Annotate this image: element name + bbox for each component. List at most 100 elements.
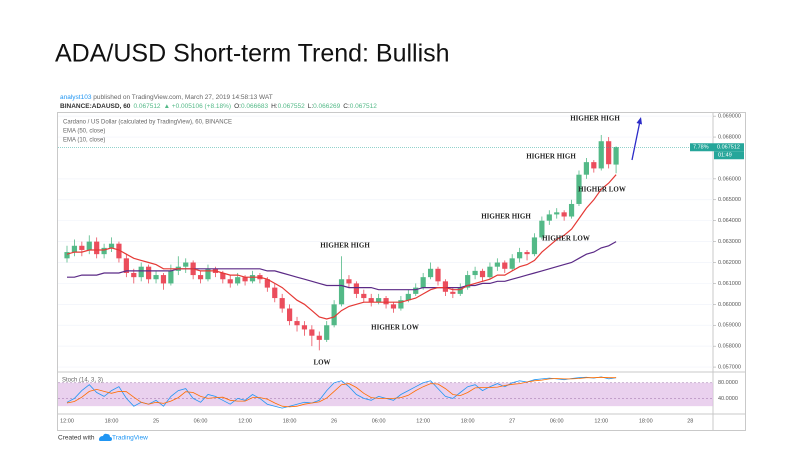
- candle-body: [420, 277, 426, 288]
- symbol: BINANCE:ADAUSD, 60: [60, 103, 131, 110]
- candle-body: [361, 293, 367, 299]
- candle-body: [220, 272, 226, 280]
- candle-body: [160, 275, 167, 284]
- legend-entry: EMA (10, close): [63, 138, 105, 144]
- x-tick-label: 26: [331, 418, 337, 424]
- x-tick-label: 06:00: [550, 418, 564, 424]
- footer-text: Created with: [58, 435, 95, 442]
- candle-body: [494, 262, 500, 267]
- candle-body: [442, 281, 449, 292]
- footer-brand: TradingView: [112, 435, 148, 442]
- candle-body: [427, 268, 434, 278]
- y-tick-label: 0.064000: [718, 218, 741, 224]
- y-tick-label: 0.062000: [718, 260, 741, 266]
- candle-body: [353, 283, 359, 294]
- annotation: HIGHER HIGH: [481, 213, 531, 221]
- stoch-tick-label: 80.0000: [718, 380, 738, 386]
- candle-body: [591, 162, 597, 169]
- candle-body: [554, 212, 560, 215]
- candle-body: [138, 266, 144, 278]
- candle-body: [479, 270, 486, 278]
- ohlc-value: 0.067512: [350, 103, 377, 110]
- candle-body: [398, 300, 404, 309]
- ohlc-value: 0.067552: [278, 103, 305, 110]
- stoch-band: [58, 382, 713, 407]
- x-tick-label: 12:00: [594, 418, 608, 424]
- ohlc-label: L:: [308, 103, 314, 110]
- symbol-change: ▲ +0.005106 (+8.18%): [164, 103, 232, 110]
- candle-body: [561, 212, 567, 217]
- tradingview-logo: [99, 433, 112, 441]
- logo-icon: [99, 433, 112, 441]
- countdown-badge: [714, 151, 744, 160]
- candle-body: [613, 147, 619, 165]
- candle-body: [71, 245, 78, 253]
- candle-body: [168, 270, 174, 284]
- candle-body: [205, 268, 211, 280]
- candle-body: [331, 304, 337, 326]
- ohlc-label: C:: [343, 103, 350, 110]
- candle-body: [383, 298, 389, 305]
- candle-body: [606, 141, 612, 165]
- trend-arrow-head: [636, 117, 642, 125]
- candle-body: [487, 266, 493, 278]
- panel-frame: [57, 112, 746, 431]
- annotation: HIGHER LOW: [371, 324, 419, 332]
- candle-body: [502, 262, 508, 269]
- candle-body: [346, 279, 352, 284]
- candle-body: [324, 325, 330, 340]
- y-tick-label: 0.063000: [718, 239, 741, 245]
- x-tick-label: 28: [687, 418, 693, 424]
- candle-body: [435, 268, 441, 282]
- candle-body: [531, 237, 538, 255]
- x-tick-label: 06:00: [372, 418, 386, 424]
- annotation: HIGHER LOW: [578, 186, 626, 194]
- ema-line: [67, 241, 617, 291]
- ohlc-value: 0.066269: [313, 103, 340, 110]
- x-tick-label: 18:00: [283, 418, 297, 424]
- candle-body: [64, 252, 70, 259]
- countdown: 01:49: [718, 153, 732, 159]
- candle-body: [101, 247, 107, 255]
- candle-body: [131, 272, 137, 278]
- trend-arrow: [631, 120, 641, 161]
- candle-body: [413, 287, 419, 294]
- candle-body: [338, 279, 345, 305]
- candle-body: [264, 279, 270, 288]
- candle-body: [309, 329, 315, 336]
- y-tick-label: 0.060000: [718, 302, 741, 308]
- price-change: 7.78%: [693, 145, 709, 151]
- annotation: HIGHER HIGH: [320, 242, 370, 250]
- symbol-price: 0.067512: [133, 103, 160, 110]
- legend-entry: EMA (50, close): [63, 129, 105, 135]
- annotation: HIGHER HIGH: [526, 153, 576, 161]
- candle-body: [465, 275, 471, 288]
- candle-body: [546, 214, 552, 221]
- candle-body: [123, 258, 129, 273]
- instrument: Cardano / US Dollar (calculated by Tradi…: [63, 120, 232, 126]
- x-tick-label: 27: [509, 418, 515, 424]
- stoch-tick-label: 40.0000: [718, 396, 738, 402]
- candle-body: [576, 174, 582, 204]
- candle-body: [517, 252, 523, 259]
- candle-body: [450, 291, 456, 294]
- published-text: published on TradingView.com, March 27, …: [91, 94, 272, 101]
- candle-body: [368, 298, 374, 303]
- candle-body: [183, 262, 189, 267]
- candle-body: [509, 258, 515, 269]
- candle-body: [249, 275, 256, 282]
- ema-line: [66, 174, 617, 320]
- annotation: HIGHER HIGH: [570, 115, 620, 123]
- candle-body: [79, 245, 85, 250]
- candle-body: [227, 279, 233, 284]
- candle-body: [146, 266, 152, 280]
- candle-body: [94, 241, 100, 255]
- candle-body: [272, 287, 278, 299]
- y-tick-label: 0.059000: [718, 323, 741, 329]
- candle-body: [287, 308, 293, 322]
- price-value: 0.067512: [717, 145, 740, 151]
- x-tick-label: 25: [153, 418, 159, 424]
- candle-body: [197, 275, 204, 280]
- x-tick-label: 18:00: [105, 418, 119, 424]
